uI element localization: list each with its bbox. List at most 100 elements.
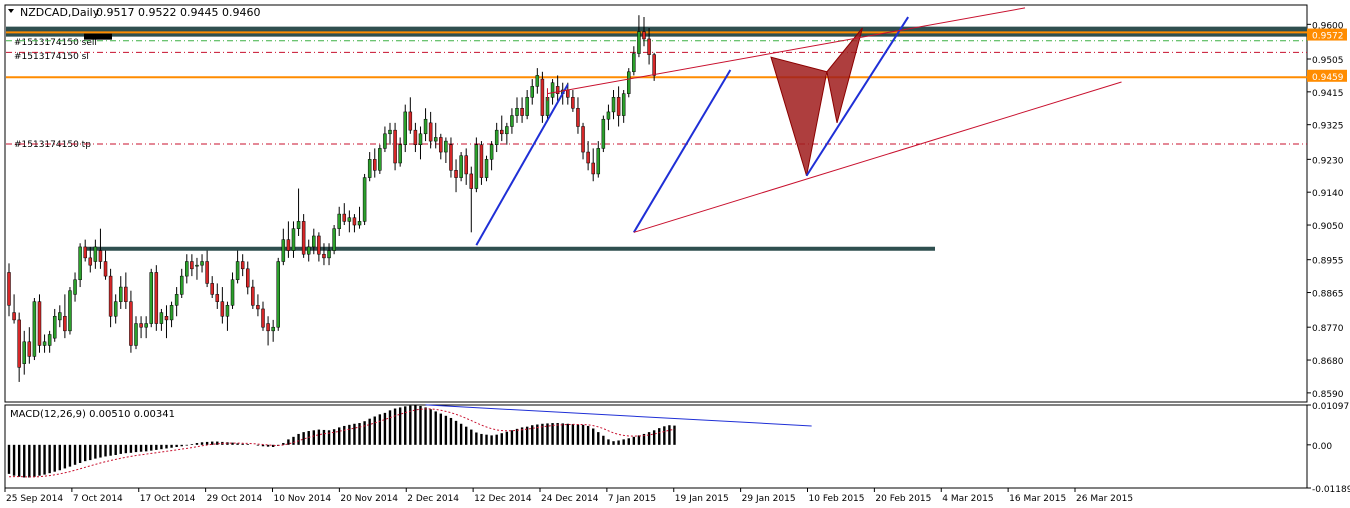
candle-bull bbox=[296, 221, 301, 229]
candle-bear bbox=[586, 151, 590, 164]
price-tag-box bbox=[1307, 28, 1347, 41]
candle-bull bbox=[489, 144, 494, 160]
symbol-menu-arrow-icon[interactable] bbox=[8, 9, 14, 13]
price-tick-label: 0.9600 bbox=[1312, 21, 1344, 31]
time-tick-label: 20 Feb 2015 bbox=[875, 494, 931, 504]
macd-tick-label: 0.00 bbox=[1312, 442, 1332, 452]
candle-bear bbox=[352, 217, 357, 226]
price-tag-label: 0.9572 bbox=[1312, 32, 1344, 42]
candle-bull bbox=[510, 115, 514, 127]
candle-bear bbox=[454, 170, 458, 178]
candle-bear bbox=[256, 305, 260, 310]
candle-bull bbox=[276, 261, 280, 328]
macd-tick-label: -0.01189 bbox=[1312, 485, 1350, 495]
candle-bear bbox=[17, 319, 21, 368]
horizontal-levels bbox=[6, 26, 1307, 251]
candle-bull bbox=[271, 326, 275, 332]
candle-bear bbox=[581, 126, 585, 153]
candle-bear bbox=[428, 122, 433, 142]
candle-bear bbox=[566, 89, 570, 98]
candle-bull bbox=[52, 316, 57, 339]
candle-bull bbox=[134, 323, 138, 346]
candle-bear bbox=[240, 261, 245, 270]
candle-bear bbox=[12, 312, 16, 321]
candle-bear bbox=[322, 253, 326, 259]
blue-trendline-1 bbox=[475, 84, 569, 246]
candle-bull bbox=[423, 118, 428, 135]
candle-bull bbox=[22, 341, 26, 364]
trendlines bbox=[475, 7, 1122, 246]
candle-bear bbox=[246, 268, 250, 288]
candle-bear bbox=[642, 31, 646, 40]
candle-bull bbox=[235, 261, 240, 281]
ohlc-readout: 0.9517 0.9522 0.9445 0.9460 bbox=[96, 6, 260, 19]
candles bbox=[7, 15, 656, 382]
candle-bear bbox=[393, 129, 397, 164]
candle-bear bbox=[88, 257, 93, 266]
candle-bear bbox=[317, 235, 321, 255]
candle-bull bbox=[113, 301, 118, 317]
candle-bull bbox=[47, 334, 52, 346]
time-tick-label: 12 Dec 2014 bbox=[474, 494, 532, 504]
candle-bear bbox=[449, 144, 453, 171]
candle-bull bbox=[627, 71, 631, 94]
candle-bull bbox=[93, 246, 98, 262]
candle-bear bbox=[342, 213, 347, 222]
candle-bull bbox=[621, 93, 626, 116]
blue-trendline-2 bbox=[632, 69, 732, 233]
candle-bear bbox=[205, 261, 209, 284]
candle-bull bbox=[230, 279, 235, 306]
price-tick-label: 0.8680 bbox=[1312, 357, 1344, 367]
price-tags: 0.9572 0.9459 bbox=[1307, 28, 1347, 83]
candle-bull bbox=[179, 275, 184, 295]
candle-bull bbox=[73, 279, 77, 295]
candle-bear bbox=[647, 38, 651, 55]
time-tick-label: 10 Nov 2014 bbox=[274, 494, 332, 504]
candle-bear bbox=[373, 159, 377, 171]
candle-bull bbox=[637, 31, 641, 54]
candle-bear bbox=[210, 283, 214, 295]
candle-bear bbox=[103, 261, 108, 277]
candle-bear bbox=[63, 316, 67, 332]
time-tick-label: 16 Mar 2015 bbox=[1009, 494, 1066, 504]
time-tick-label: 4 Mar 2015 bbox=[942, 494, 993, 504]
candle-bear bbox=[154, 272, 159, 324]
candle-bull bbox=[535, 75, 540, 87]
candle-bull bbox=[119, 286, 123, 302]
candle-bull bbox=[632, 53, 636, 73]
time-tick-label: 29 Oct 2014 bbox=[207, 494, 263, 504]
candle-bear bbox=[83, 246, 87, 259]
candle-bull bbox=[433, 137, 438, 142]
candle-bull bbox=[367, 159, 372, 178]
candle-bear bbox=[139, 323, 143, 328]
macd-signal-line bbox=[8, 408, 675, 478]
price-tick-label: 0.8955 bbox=[1312, 257, 1344, 267]
candle-bear bbox=[7, 272, 11, 306]
candle-bull bbox=[596, 148, 601, 175]
candle-bear bbox=[464, 155, 468, 175]
candle-bull bbox=[550, 82, 555, 98]
time-tick-label: 10 Feb 2015 bbox=[809, 494, 865, 504]
candle-bull bbox=[611, 97, 616, 113]
candle-bull bbox=[474, 144, 479, 189]
order-label-tp: #1513174150 tp bbox=[14, 140, 91, 150]
candle-bear bbox=[124, 286, 128, 302]
candle-bull bbox=[174, 294, 179, 306]
candle-bull bbox=[515, 108, 519, 116]
candle-bear bbox=[215, 294, 220, 302]
candle-bear bbox=[301, 221, 306, 255]
macd-label: MACD(12,26,9) 0.00510 0.00341 bbox=[10, 409, 175, 420]
candle-bear bbox=[652, 54, 656, 76]
price-tag-box bbox=[1307, 69, 1347, 82]
order-label-sl: #1513174150 sl bbox=[14, 52, 89, 62]
blue-trendline-3 bbox=[805, 16, 910, 177]
order-label-sell: #1513174150 sell bbox=[14, 38, 97, 48]
candle-bull bbox=[357, 221, 362, 226]
time-tick-label: 29 Jan 2015 bbox=[742, 494, 796, 504]
candle-bear bbox=[576, 108, 580, 127]
chart-title: NZDCAD,Daily bbox=[20, 6, 100, 19]
price-tick-label: 0.9505 bbox=[1312, 56, 1344, 66]
candle-bull bbox=[306, 246, 311, 255]
macd-tick-label: 0.01097 bbox=[1312, 402, 1349, 412]
